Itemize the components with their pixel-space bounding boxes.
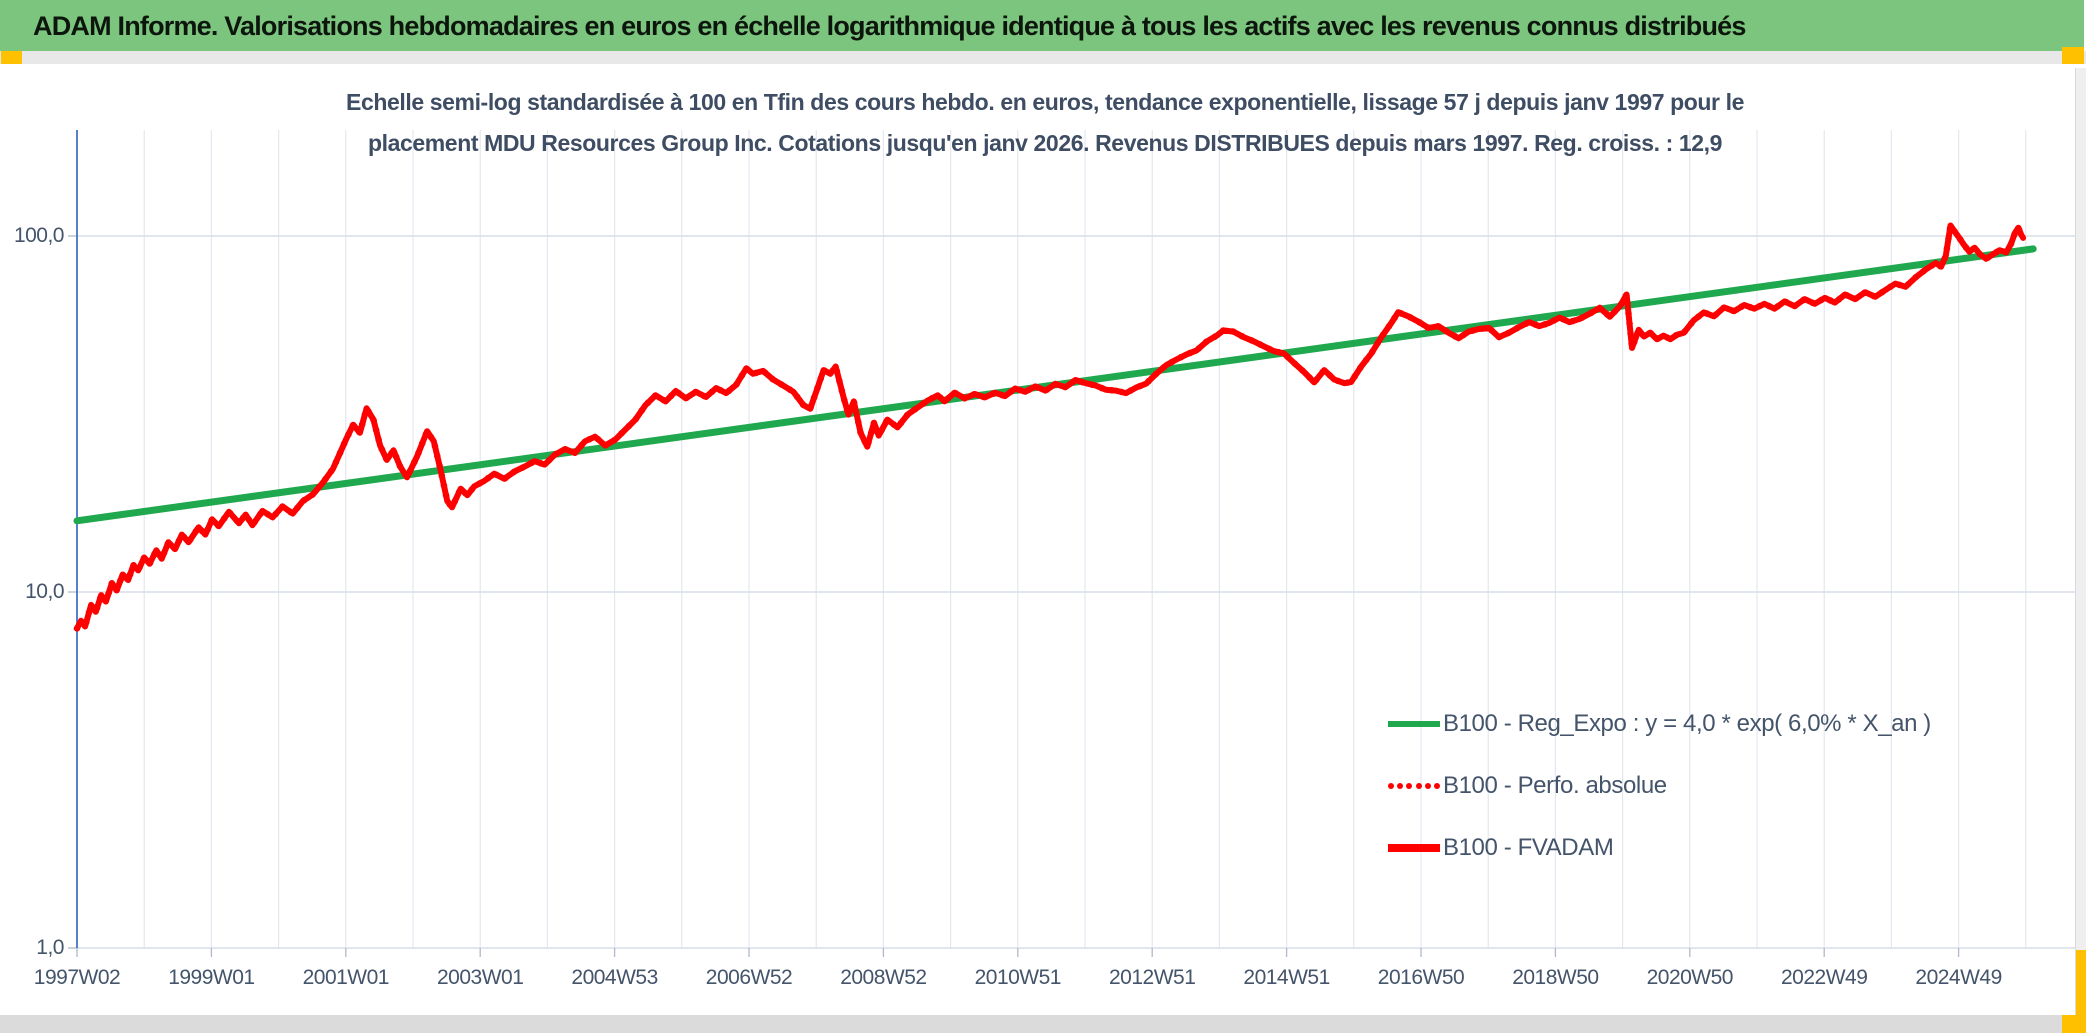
chart-title-line-1: Echelle semi-log standardisée à 100 en T… <box>346 89 1744 115</box>
x-axis-label: 2006W52 <box>705 966 793 989</box>
legend-item-fvadam: B100 - FVADAM <box>1388 817 1931 879</box>
x-axis-label: 1999W01 <box>168 966 255 989</box>
chart-sheet-area <box>0 64 2086 1015</box>
yellow-marker-top-right <box>2062 47 2084 66</box>
yellow-marker-top-left <box>1 51 22 64</box>
x-axis-label: 2001W01 <box>302 966 390 989</box>
under-header-strip <box>0 51 2086 64</box>
yellow-marker-right-strip <box>2076 950 2086 1033</box>
chart-title: Echelle semi-log standardisée à 100 en T… <box>200 82 1890 164</box>
sheet-right-border <box>2075 68 2076 1015</box>
legend-label: B100 - Perfo. absolue <box>1443 772 1667 799</box>
x-axis-label: 1997W02 <box>33 966 121 989</box>
x-axis-label: 2018W50 <box>1512 966 1599 989</box>
chart-legend: B100 - Reg_Expo : y = 4,0 * exp( 6,0% * … <box>1388 693 1931 879</box>
x-axis-label: 2008W52 <box>840 966 927 989</box>
x-axis-label: 2004W53 <box>571 966 658 989</box>
sheet-right-strip <box>2076 68 2086 950</box>
yellow-marker-bottom-right <box>2062 1015 2086 1033</box>
x-axis-label: 2010W51 <box>974 966 1062 989</box>
x-axis-label: 2003W01 <box>436 966 524 989</box>
series-perfo-absolue-line <box>73 222 2027 632</box>
x-axis-label: 2024W49 <box>1915 966 2002 989</box>
legend-item-reg-expo: B100 - Reg_Expo : y = 4,0 * exp( 6,0% * … <box>1388 693 1931 755</box>
report-header-bar: ADAM Informe. Valorisations hebdomadaire… <box>0 0 2084 51</box>
legend-label: B100 - Reg_Expo : y = 4,0 * exp( 6,0% * … <box>1443 710 1931 737</box>
series-fvadam-line <box>74 222 2027 632</box>
legend-swatch-green-line <box>1388 721 1440 727</box>
x-axis-label: 2012W51 <box>1108 966 1196 989</box>
sheet-bottom-strip <box>0 1015 2086 1033</box>
legend-swatch-red-line <box>1388 844 1440 852</box>
y-axis-label: 100,0 <box>13 224 65 247</box>
legend-item-perfo-absolue: B100 - Perfo. absolue <box>1388 755 1931 817</box>
legend-swatch-red-dotted-line <box>1388 782 1440 790</box>
x-axis-label: 2020W50 <box>1646 966 1734 989</box>
x-axis-label: 2016W50 <box>1377 966 1465 989</box>
x-axis-label: 2022W49 <box>1780 966 1868 989</box>
y-axis-label: 10,0 <box>25 580 64 603</box>
x-axis-label: 2014W51 <box>1243 966 1330 989</box>
chart-title-line-2: placement MDU Resources Group Inc. Cotat… <box>367 130 1723 156</box>
y-axis-label: 1,0 <box>36 936 64 959</box>
legend-label: B100 - FVADAM <box>1443 834 1614 861</box>
